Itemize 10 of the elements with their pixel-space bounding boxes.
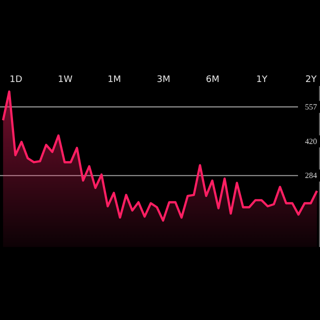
text: 6M bbox=[206, 75, 220, 85]
text: 3M bbox=[156, 75, 170, 85]
text: 1W bbox=[58, 75, 73, 85]
y-tick-label: 284 bbox=[305, 171, 317, 180]
y-tick-label: 420 bbox=[305, 136, 317, 146]
text: 1Y bbox=[256, 75, 268, 85]
text: 2Y bbox=[305, 75, 318, 85]
text: 1D bbox=[10, 75, 22, 85]
y-tick-label: 557 bbox=[305, 102, 317, 112]
text: 1M bbox=[108, 75, 122, 85]
